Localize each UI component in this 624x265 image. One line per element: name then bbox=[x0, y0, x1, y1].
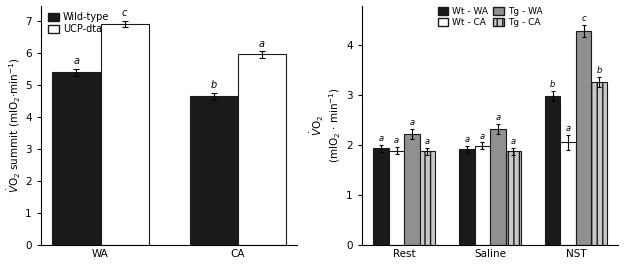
Bar bbox=[560, 143, 576, 245]
Bar bbox=[190, 96, 238, 245]
Bar bbox=[475, 146, 490, 245]
Text: a: a bbox=[425, 137, 430, 146]
Text: b: b bbox=[597, 66, 602, 75]
Bar bbox=[592, 82, 607, 245]
Text: a: a bbox=[394, 136, 399, 145]
Bar bbox=[420, 152, 435, 245]
Text: b: b bbox=[211, 80, 217, 90]
Bar bbox=[389, 151, 404, 245]
Text: c: c bbox=[582, 15, 586, 24]
Text: a: a bbox=[510, 137, 516, 146]
Text: a: a bbox=[565, 124, 571, 133]
Text: a: a bbox=[379, 134, 384, 143]
Y-axis label: $\dot{V}$O$_2$ summit (mlO$_2$$\cdot$min$^{-1}$): $\dot{V}$O$_2$ summit (mlO$_2$$\cdot$min… bbox=[6, 58, 22, 193]
Bar bbox=[459, 149, 475, 245]
Text: a: a bbox=[480, 131, 485, 140]
Bar bbox=[100, 24, 149, 245]
Text: a: a bbox=[409, 118, 414, 127]
Text: a: a bbox=[464, 135, 469, 144]
Text: b: b bbox=[550, 80, 555, 89]
Bar bbox=[505, 152, 521, 245]
Bar bbox=[404, 134, 420, 245]
Bar bbox=[545, 96, 560, 245]
Bar bbox=[238, 54, 286, 245]
Bar bbox=[52, 73, 100, 245]
Legend: Wild-type, UCP-dta: Wild-type, UCP-dta bbox=[46, 10, 112, 36]
Legend: Wt - WA, Wt - CA, Tg - WA, Tg - CA: Wt - WA, Wt - CA, Tg - WA, Tg - CA bbox=[436, 5, 544, 29]
Text: a: a bbox=[74, 56, 79, 66]
Bar bbox=[576, 32, 592, 245]
Text: a: a bbox=[259, 39, 265, 48]
Bar bbox=[373, 148, 389, 245]
Text: a: a bbox=[495, 113, 500, 122]
Text: c: c bbox=[122, 8, 127, 18]
Bar bbox=[490, 129, 505, 245]
Y-axis label: $\dot{V}$O$_2$
(mlO$_2$ $\cdot$ min$^{-1}$): $\dot{V}$O$_2$ (mlO$_2$ $\cdot$ min$^{-1… bbox=[309, 87, 343, 163]
